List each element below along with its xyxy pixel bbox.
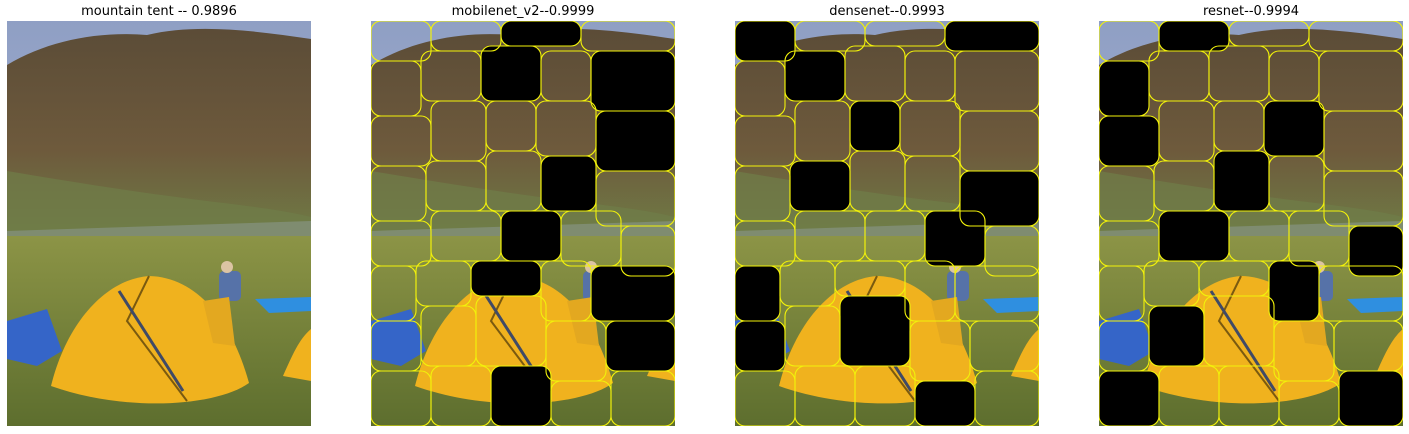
- panel-title: densenet--0.9993: [829, 4, 945, 19]
- panel-original: mountain tent -- 0.9896: [7, 0, 311, 430]
- resnet-explanation-image: [1099, 21, 1403, 426]
- panel-title: mobilenet_v2--0.9999: [451, 4, 595, 19]
- panel-title: mountain tent -- 0.9896: [81, 4, 237, 19]
- original-photo: [7, 21, 311, 426]
- panel-densenet: densenet--0.9993: [735, 0, 1039, 430]
- panel-resnet: resnet--0.9994: [1099, 0, 1403, 430]
- mobilenet-explanation-image: [371, 21, 675, 426]
- densenet-explanation-image: [735, 21, 1039, 426]
- panel-title: resnet--0.9994: [1202, 4, 1300, 19]
- panel-mobilenet: mobilenet_v2--0.9999: [371, 0, 675, 430]
